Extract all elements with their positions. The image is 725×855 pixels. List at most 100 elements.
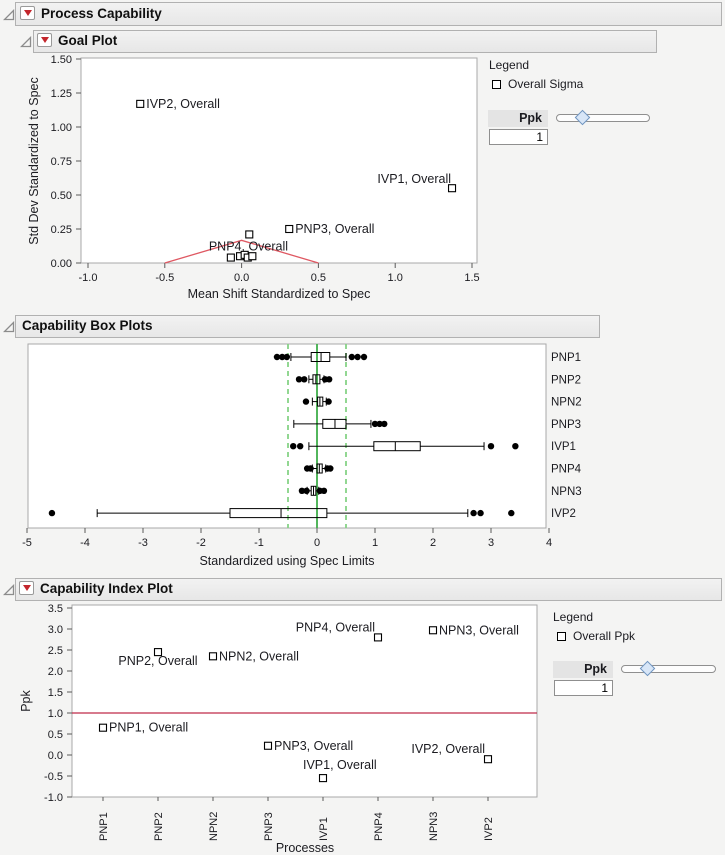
red-triangle-icon	[23, 10, 32, 16]
red-triangle-menu-button[interactable]	[20, 6, 35, 20]
x-category-label: IVP2	[483, 817, 495, 841]
x-tick-label: -3	[138, 537, 148, 549]
outlier-point[interactable]	[320, 487, 328, 494]
outlier-point[interactable]	[273, 353, 281, 361]
outlier-point[interactable]	[477, 509, 484, 517]
y-tick-label: 1.0	[48, 708, 63, 720]
data-point-label: PNP1, Overall	[109, 721, 188, 735]
outlier-point[interactable]	[348, 353, 355, 361]
outlier-point[interactable]	[354, 353, 361, 361]
row-label: PNP4	[551, 464, 582, 476]
outlier-point[interactable]	[327, 465, 334, 472]
outlier-point[interactable]	[325, 398, 332, 405]
data-point-marker[interactable]	[153, 648, 163, 657]
outlier-point[interactable]	[290, 443, 297, 450]
data-point-marker[interactable]	[263, 741, 273, 750]
outlier-point[interactable]	[470, 509, 477, 517]
x-axis-title: Mean Shift Standardized to Spec	[188, 287, 371, 301]
red-triangle-menu-button[interactable]	[19, 581, 34, 595]
data-point-marker[interactable]	[373, 633, 383, 642]
disclosure-triangle-icon[interactable]	[19, 35, 32, 48]
disclosure-triangle-icon[interactable]	[2, 8, 15, 21]
x-category-label: NPN3	[428, 812, 440, 841]
x-tick-label: 2	[430, 537, 436, 549]
ppk-slider-track[interactable]	[556, 114, 650, 122]
y-tick-label: 2.0	[48, 666, 63, 678]
outlier-point[interactable]	[301, 376, 308, 383]
disclosure-triangle-icon[interactable]	[2, 583, 15, 596]
outlier-point[interactable]	[279, 353, 286, 361]
disclosure-triangle-icon[interactable]	[2, 320, 15, 333]
x-tick-label: 1.5	[464, 272, 479, 284]
data-point-marker[interactable]	[248, 252, 257, 261]
box-plot-box[interactable]	[310, 352, 331, 362]
box-plot-box[interactable]	[322, 418, 347, 429]
outlier-point[interactable]	[296, 443, 304, 450]
x-tick-label: -2	[196, 537, 206, 549]
goal-plot-frame	[80, 57, 478, 264]
x-tick-label: 1.0	[388, 272, 403, 284]
ppk-slider-track[interactable]	[621, 665, 716, 673]
index-legend-title: Legend	[553, 610, 594, 624]
y-tick-label: 3.0	[48, 624, 63, 636]
outlier-point[interactable]	[360, 353, 368, 361]
x-tick-label: 0.0	[234, 272, 249, 284]
data-point-marker[interactable]	[98, 723, 108, 732]
x-tick-label: 0.5	[311, 272, 326, 284]
outlier-point[interactable]	[376, 420, 383, 428]
x-category-label: PNP3	[263, 812, 275, 841]
data-point-marker[interactable]	[483, 755, 493, 764]
outlier-point[interactable]	[303, 487, 310, 494]
data-point-marker[interactable]	[428, 626, 438, 635]
capability-box-plots-title: Capability Box Plots	[22, 318, 153, 333]
goal-legend-item[interactable]: Overall Sigma	[492, 77, 583, 91]
box-plot-box[interactable]	[229, 508, 328, 519]
data-point-label: IVP1, Overall	[303, 758, 377, 772]
y-tick-label: 0.00	[51, 258, 72, 270]
ppk-value-input[interactable]	[489, 129, 548, 145]
x-tick-label: 4	[546, 537, 552, 549]
outlier-point[interactable]	[307, 465, 314, 472]
data-point-marker[interactable]	[136, 99, 145, 108]
ppk-slider-thumb[interactable]	[639, 660, 656, 677]
x-category-label: PNP1	[98, 812, 110, 841]
y-tick-label: 2.5	[48, 645, 63, 657]
box-plot-box[interactable]	[312, 374, 321, 385]
goal-plot-chart: 0.00 0.25 0.50 0.75 1.00 1.25 1.50 -1.0 -0.5 0.0 0…	[27, 54, 480, 301]
red-triangle-icon	[40, 37, 49, 43]
outlier-point[interactable]	[283, 353, 291, 361]
x-tick-label: 1	[372, 537, 378, 549]
process-capability-header-bar	[15, 2, 722, 26]
row-label: PNP3	[551, 419, 581, 431]
outlier-point[interactable]	[325, 376, 333, 383]
x-tick-label: -1.0	[79, 272, 98, 284]
data-point-marker[interactable]	[447, 184, 457, 193]
data-point-marker[interactable]	[285, 224, 294, 234]
outlier-point[interactable]	[298, 487, 306, 494]
data-point-marker[interactable]	[318, 774, 328, 783]
red-triangle-menu-button[interactable]	[37, 33, 52, 47]
goal-plot-title: Goal Plot	[58, 33, 118, 48]
outlier-point[interactable]	[512, 443, 519, 450]
outlier-point[interactable]	[371, 420, 379, 428]
y-tick-label: 0.25	[51, 224, 72, 236]
y-tick-label: 1.50	[51, 54, 72, 66]
index-legend-item[interactable]: Overall Ppk	[557, 629, 635, 643]
outlier-point[interactable]	[381, 420, 388, 428]
outlier-point[interactable]	[302, 398, 310, 405]
data-point-marker[interactable]	[226, 253, 235, 262]
outlier-point[interactable]	[508, 509, 515, 517]
outlier-point[interactable]	[487, 443, 495, 450]
box-plot-box[interactable]	[373, 441, 421, 452]
data-point-label: IVP1, Overall	[377, 172, 451, 186]
data-point-label: IVP2, Overall	[146, 97, 220, 111]
outlier-point[interactable]	[295, 376, 303, 383]
y-tick-label: 0.50	[51, 190, 72, 202]
ppk-slider-thumb[interactable]	[574, 109, 591, 126]
data-point-marker[interactable]	[208, 652, 218, 661]
outlier-point[interactable]	[48, 509, 56, 517]
data-point-marker[interactable]	[245, 230, 254, 239]
ppk-value-input[interactable]	[554, 680, 613, 696]
goal-legend-title: Legend	[489, 58, 530, 72]
